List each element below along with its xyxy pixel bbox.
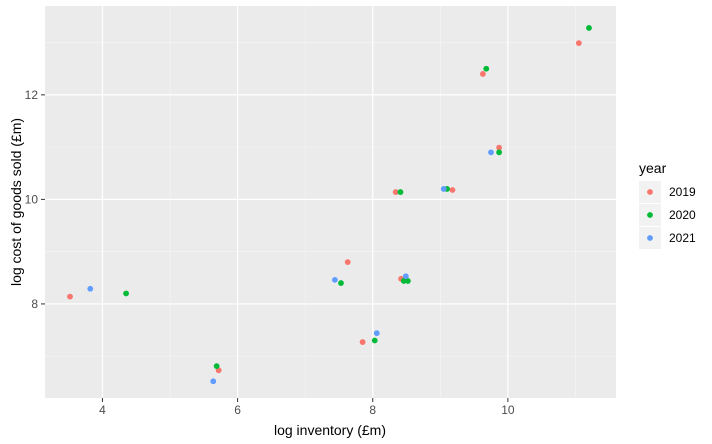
- data-point-2020: [213, 363, 220, 370]
- data-point-2021: [402, 273, 409, 280]
- data-point-2021: [331, 276, 338, 283]
- y-tick-label: 10: [25, 192, 39, 206]
- minor-gridlines: [45, 6, 616, 398]
- data-point-2021: [210, 378, 217, 385]
- data-point-2021: [488, 149, 494, 156]
- data-point-2020: [338, 280, 344, 286]
- x-tick-label: 8: [369, 403, 376, 417]
- legend: year 2019 2020 2021: [639, 160, 696, 249]
- data-point-2020: [397, 189, 404, 195]
- data-point-2020: [404, 278, 411, 284]
- y-tick-label: 12: [25, 88, 39, 102]
- x-tick-label: 10: [501, 403, 515, 417]
- x-axis-title: log inventory (£m): [274, 422, 386, 438]
- data-point-2019: [449, 187, 456, 193]
- major-gridlines: [45, 6, 616, 398]
- data-point-2021: [373, 330, 380, 337]
- x-axis: 4 6 8 10: [99, 398, 515, 417]
- data-point-2020: [483, 65, 490, 72]
- legend-label-2021: 2021: [669, 231, 696, 245]
- data-point-2020: [400, 278, 407, 284]
- data-point-2020: [586, 25, 592, 31]
- data-point-2019: [392, 189, 399, 195]
- data-points: [67, 25, 592, 385]
- x-tick-label: 4: [99, 403, 106, 417]
- legend-label-2020: 2020: [669, 208, 696, 222]
- data-point-2020: [123, 290, 129, 297]
- data-point-2019: [479, 71, 486, 77]
- y-axis-title: log cost of goods sold (£m): [8, 118, 24, 286]
- data-point-2019: [67, 293, 73, 300]
- legend-label-2019: 2019: [669, 185, 696, 199]
- legend-title: year: [639, 160, 667, 176]
- legend-marker-2019: [647, 189, 653, 195]
- data-point-2019: [344, 259, 351, 266]
- y-axis: 8 10 12: [25, 88, 45, 311]
- data-point-2021: [87, 285, 94, 292]
- data-point-2021: [440, 186, 447, 192]
- legend-marker-2020: [647, 212, 653, 218]
- plot-panel: [45, 6, 616, 398]
- x-tick-label: 6: [234, 403, 241, 417]
- y-tick-label: 8: [31, 297, 38, 311]
- data-point-2020: [496, 149, 502, 156]
- data-point-2019: [575, 40, 582, 47]
- legend-marker-2021: [647, 235, 653, 241]
- data-point-2019: [359, 339, 366, 345]
- data-point-2019: [496, 144, 502, 151]
- data-point-2020: [371, 337, 378, 344]
